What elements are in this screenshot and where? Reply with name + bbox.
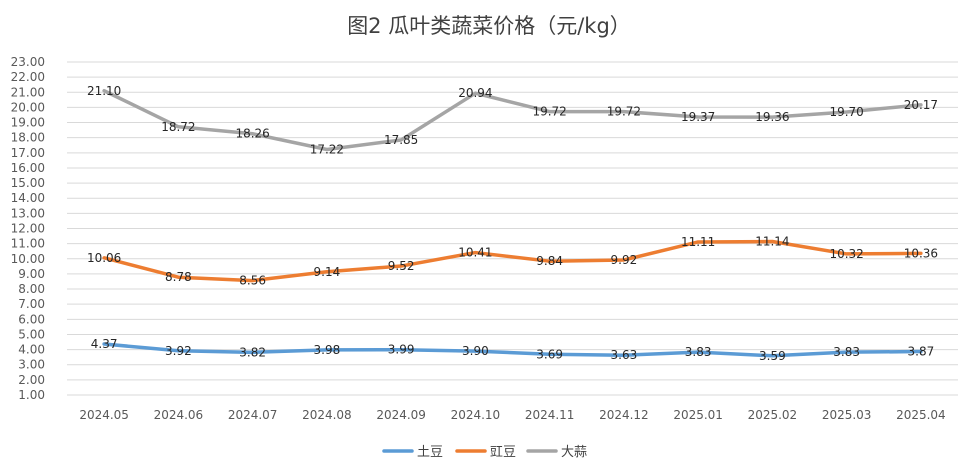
legend-label: 豇豆	[490, 445, 516, 460]
x-tick-label: 2024.07	[228, 408, 278, 422]
data-label: 20.17	[904, 98, 938, 112]
x-tick-label: 2024.09	[376, 408, 426, 422]
y-tick-label: 1.00	[18, 388, 45, 402]
y-tick-label: 15.00	[11, 176, 45, 190]
data-label: 10.41	[458, 246, 492, 260]
data-label: 19.72	[607, 105, 641, 119]
data-label: 10.36	[904, 246, 938, 260]
data-label: 18.72	[161, 120, 195, 134]
y-tick-label: 19.00	[11, 116, 45, 130]
data-label: 8.56	[239, 274, 266, 288]
data-label: 20.94	[458, 86, 492, 100]
x-tick-label: 2024.10	[451, 408, 501, 422]
data-label: 10.06	[87, 251, 121, 265]
series-line-1	[102, 342, 923, 358]
y-tick-label: 22.00	[11, 70, 45, 84]
y-tick-label: 18.00	[11, 131, 45, 145]
x-tick-label: 2024.06	[154, 408, 204, 422]
data-label: 3.69	[536, 347, 563, 361]
y-tick-label: 17.00	[11, 146, 45, 160]
data-label: 10.32	[829, 247, 863, 261]
x-tick-label: 2024.08	[302, 408, 352, 422]
y-tick-label: 9.00	[18, 267, 45, 281]
x-tick-label: 2025.04	[896, 408, 946, 422]
legend-label: 大蒜	[561, 445, 587, 460]
y-tick-label: 4.00	[18, 343, 45, 357]
data-label: 19.70	[829, 105, 863, 119]
series-line-2	[102, 239, 923, 283]
y-tick-label: 10.00	[11, 252, 45, 266]
y-tick-label: 20.00	[11, 100, 45, 114]
data-label: 18.26	[235, 127, 269, 141]
x-tick-label: 2024.12	[599, 408, 649, 422]
data-label: 11.14	[755, 235, 789, 249]
chart-title: 图2 瓜叶类蔬菜价格（元/kg）	[347, 14, 631, 38]
x-tick-label: 2025.03	[822, 408, 872, 422]
y-tick-label: 16.00	[11, 161, 45, 175]
data-label: 9.92	[611, 253, 638, 267]
data-label: 3.83	[833, 345, 860, 359]
data-label: 3.63	[611, 348, 638, 362]
data-label: 3.92	[165, 344, 192, 358]
series-line-3	[102, 89, 923, 152]
y-tick-label: 5.00	[18, 327, 45, 341]
legend-label: 土豆	[417, 445, 443, 460]
y-tick-label: 8.00	[18, 282, 45, 296]
data-label: 3.83	[685, 345, 712, 359]
data-label: 3.87	[908, 345, 935, 359]
y-tick-label: 13.00	[11, 206, 45, 220]
data-label: 21.10	[87, 84, 121, 98]
data-label: 3.82	[239, 345, 266, 359]
data-label: 19.36	[755, 110, 789, 124]
data-label: 17.85	[384, 133, 418, 147]
data-label: 4.37	[91, 337, 118, 351]
y-tick-label: 21.00	[11, 85, 45, 99]
data-label: 3.90	[462, 344, 489, 358]
y-tick-label: 3.00	[18, 358, 45, 372]
data-label: 17.22	[310, 142, 344, 156]
data-label: 19.37	[681, 110, 715, 124]
x-tick-label: 2024.05	[79, 408, 129, 422]
x-tick-label: 2025.01	[673, 408, 723, 422]
y-tick-label: 6.00	[18, 312, 45, 326]
data-label: 3.99	[388, 343, 415, 357]
x-tick-label: 2025.02	[748, 408, 798, 422]
data-label: 11.11	[681, 235, 715, 249]
y-tick-label: 12.00	[11, 222, 45, 236]
data-label: 3.98	[314, 343, 341, 357]
y-tick-label: 23.00	[11, 55, 45, 69]
data-label: 9.84	[536, 254, 563, 268]
data-label: 8.78	[165, 270, 192, 284]
data-label: 19.72	[532, 105, 566, 119]
data-label: 3.59	[759, 349, 786, 363]
y-tick-label: 7.00	[18, 297, 45, 311]
data-label: 9.14	[314, 265, 341, 279]
y-tick-label: 2.00	[18, 373, 45, 387]
data-label: 9.52	[388, 259, 415, 273]
y-tick-label: 11.00	[11, 237, 45, 251]
x-tick-label: 2024.11	[525, 408, 575, 422]
y-tick-label: 14.00	[11, 191, 45, 205]
